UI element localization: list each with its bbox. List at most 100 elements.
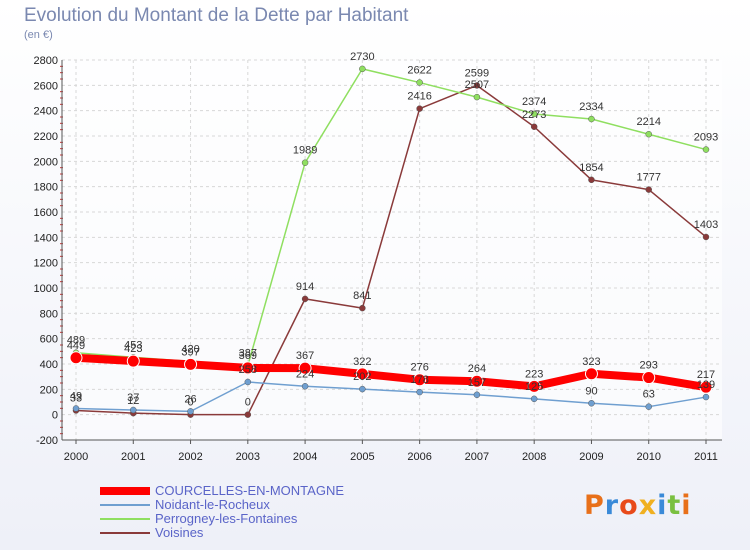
data-point — [416, 79, 423, 86]
data-label: 489 — [67, 335, 85, 347]
data-label: 449 — [67, 340, 85, 352]
data-label: 157 — [468, 377, 486, 389]
x-tick-label: 2005 — [350, 451, 374, 463]
data-label: 0 — [245, 397, 251, 409]
y-tick-label: 1600 — [34, 207, 58, 219]
data-point — [130, 406, 137, 414]
data-label: 369 — [239, 350, 257, 362]
data-label: 264 — [468, 363, 486, 375]
y-tick-label: 600 — [40, 334, 58, 346]
x-tick-label: 2006 — [407, 451, 431, 463]
data-label: 2507 — [465, 79, 489, 91]
y-tick-label: 2400 — [34, 106, 58, 118]
data-label: 387 — [239, 348, 257, 360]
proxiti-logo: Proxiti — [584, 490, 692, 521]
data-point — [530, 110, 538, 118]
data-point — [584, 367, 598, 381]
legend-label: Perrogney-les-Fontaines — [155, 511, 298, 526]
data-point — [702, 393, 710, 401]
data-point — [588, 400, 595, 407]
plot-area — [62, 60, 722, 440]
data-point — [413, 373, 427, 387]
chart-subtitle: (en €) — [24, 29, 53, 41]
data-point — [473, 391, 481, 399]
data-label: 323 — [582, 356, 600, 368]
series-line — [75, 84, 707, 416]
data-label: 125 — [525, 381, 543, 393]
data-point — [298, 361, 312, 375]
data-point — [473, 93, 481, 101]
data-label: 914 — [296, 281, 314, 293]
data-label: 2214 — [636, 116, 660, 128]
data-label: 49 — [70, 390, 82, 402]
data-label: 423 — [124, 343, 142, 355]
data-point — [126, 354, 140, 368]
data-label: 202 — [353, 371, 371, 383]
legend-label: Noidant-le-Rocheux — [155, 497, 270, 512]
data-label: 453 — [124, 339, 142, 351]
legend-label: COURCELLES-EN-MONTAGNE — [155, 483, 345, 498]
logo-letter: P — [584, 490, 605, 521]
x-tick-label: 2007 — [465, 451, 489, 463]
data-label: 37 — [127, 392, 139, 404]
logo-letter: t — [667, 490, 682, 521]
data-point — [642, 371, 656, 385]
data-point — [244, 411, 252, 418]
data-point — [184, 357, 198, 371]
legend-label: Voisines — [155, 525, 204, 540]
data-label: 1989 — [293, 145, 317, 157]
x-tick-label: 2008 — [522, 451, 546, 463]
series-line — [75, 353, 707, 392]
legend-swatch — [100, 504, 150, 506]
legend-swatch — [100, 532, 150, 534]
data-point — [702, 146, 710, 153]
x-tick-label: 2000 — [64, 451, 88, 463]
x-tick-label: 2003 — [236, 451, 260, 463]
data-point — [355, 367, 369, 381]
data-point — [470, 374, 484, 388]
data-label: 397 — [181, 346, 199, 358]
data-label: 26 — [184, 393, 196, 405]
y-tick-label: -200 — [36, 435, 58, 447]
x-tick-label: 2010 — [636, 451, 660, 463]
data-point — [72, 405, 80, 412]
data-point — [416, 388, 423, 396]
data-point — [473, 82, 481, 89]
data-label: 2599 — [465, 67, 489, 79]
series-line — [75, 381, 707, 413]
x-tick-label: 2002 — [178, 451, 202, 463]
data-point — [416, 105, 423, 112]
y-tick-label: 2800 — [34, 55, 58, 67]
data-label: 2622 — [407, 65, 431, 77]
y-tick-label: 1200 — [34, 258, 58, 270]
data-point — [359, 304, 366, 312]
chart-title: Evolution du Montant de la Dette par Hab… — [24, 5, 409, 26]
data-point — [359, 385, 366, 393]
logo-letter: o — [619, 490, 639, 521]
data-label: 224 — [296, 368, 314, 380]
data-point — [699, 380, 713, 394]
data-point — [301, 159, 309, 166]
data-label: 139 — [697, 379, 715, 391]
y-tick-label: 2000 — [34, 156, 58, 168]
data-label: 2730 — [350, 51, 374, 63]
data-point — [702, 233, 710, 241]
legend-item: Perrogney-les-Fontaines — [100, 512, 344, 526]
x-tick-label: 2004 — [293, 451, 317, 463]
data-label: 0 — [187, 397, 193, 409]
data-label: 223 — [525, 368, 543, 380]
x-tick-label: 2011 — [694, 451, 718, 463]
x-tick-label: 2009 — [579, 451, 603, 463]
data-point — [588, 176, 595, 184]
data-label: 258 — [239, 364, 257, 376]
data-point — [527, 379, 541, 393]
logo-letter: i — [681, 490, 692, 521]
data-label: 367 — [296, 350, 314, 362]
data-label: 33 — [70, 392, 82, 404]
data-label: 2093 — [694, 132, 718, 144]
legend-swatch — [100, 518, 150, 520]
logo-letter: i — [657, 490, 668, 521]
y-tick-label: 400 — [40, 359, 58, 371]
legend-swatch — [100, 487, 150, 495]
